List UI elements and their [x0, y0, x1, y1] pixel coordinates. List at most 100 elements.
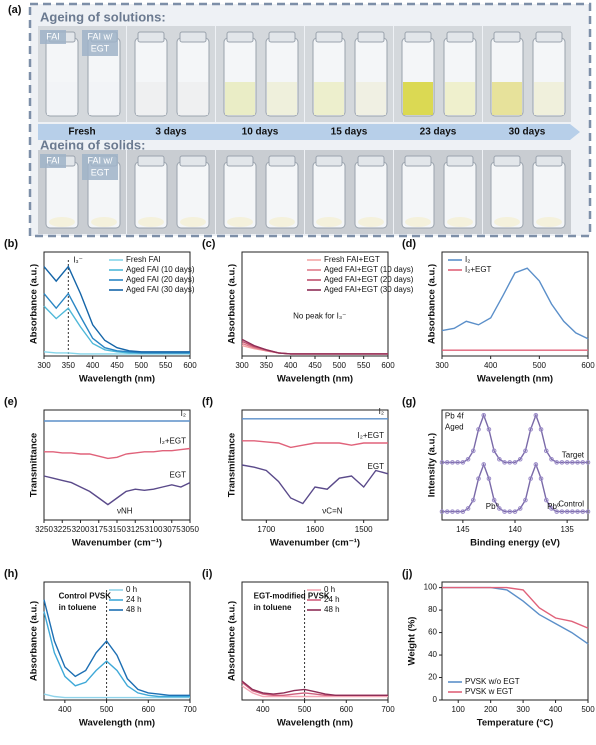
data-point	[460, 509, 466, 514]
x-axis-label: Temperature (°C)	[477, 718, 553, 729]
solid	[180, 217, 206, 227]
annotation: EGT-modified PVSK	[254, 591, 330, 600]
vial-tag	[40, 154, 66, 168]
y-axis-label: Absorbance (a.u.)	[29, 264, 40, 344]
stage-label: 23 days	[420, 127, 457, 138]
data-point	[481, 462, 487, 467]
vial-cap	[226, 31, 254, 43]
data-point	[476, 427, 481, 432]
x-tick-label: 3250	[35, 525, 53, 534]
plot-frame	[441, 581, 589, 701]
data-point	[512, 509, 518, 514]
series-line	[43, 351, 190, 355]
vial-cap	[446, 31, 474, 43]
data-point	[470, 448, 476, 454]
x-axis-label: Wavenumber (cm⁻¹)	[270, 538, 360, 549]
x-tick-label: 3150	[108, 525, 126, 534]
legend-label: 0 h	[324, 585, 335, 594]
legend-label: Fresh FAI	[126, 255, 161, 264]
x-tick-label: 1500	[355, 525, 373, 534]
solid	[405, 217, 431, 227]
panel-label: (j)	[402, 568, 413, 580]
data-point	[450, 509, 455, 514]
y-axis-label: Absorbance (a.u.)	[227, 601, 238, 681]
solid	[91, 217, 117, 227]
solids-title: Ageing of solids:	[40, 137, 145, 152]
x-tick-label: 400	[256, 705, 270, 714]
liquid	[47, 82, 77, 115]
stage-label: 30 days	[509, 127, 546, 138]
y-tick-label: 0	[433, 695, 438, 704]
data-point	[523, 448, 528, 454]
x-tick-label: 140	[508, 525, 522, 534]
x-tick-label: 550	[159, 361, 173, 370]
vial-cap	[535, 31, 563, 43]
data-point	[559, 509, 565, 514]
x-axis-label: Wavenumber (cm⁻¹)	[72, 538, 162, 549]
x-tick-label: 700	[183, 705, 197, 714]
series-label: Target	[562, 450, 585, 459]
x-axis-label: Wavelength (nm)	[477, 374, 553, 385]
panel-label: (i)	[202, 568, 213, 580]
vial-cap	[179, 155, 207, 167]
x-tick-label: 600	[340, 705, 354, 714]
data-point	[585, 460, 591, 465]
series-label: I₂	[379, 407, 384, 416]
y-axis-label: Intensity (a.u.)	[427, 433, 438, 497]
vial-cap	[137, 155, 165, 167]
solid	[494, 217, 520, 227]
solutions-title: Ageing of solutions:	[40, 9, 166, 24]
series-label: Control	[558, 500, 584, 509]
plot-frame	[241, 581, 389, 701]
solid	[138, 217, 164, 227]
x-tick-label: 300	[37, 361, 51, 370]
vial-cap	[357, 31, 385, 43]
data-point	[528, 427, 533, 432]
data-point	[570, 460, 575, 465]
x-tick-label: 1600	[306, 525, 324, 534]
data-point	[564, 460, 570, 465]
vial-cap	[535, 155, 563, 167]
series-line	[442, 586, 589, 645]
stage-label: 10 days	[242, 127, 279, 138]
data-point	[517, 456, 523, 462]
vial-cap	[404, 31, 432, 43]
data-point	[559, 460, 565, 465]
chart: (h) Wavelength (nm) Absorbance (a.u.) 400 50…	[4, 568, 197, 729]
panel-label: (a)	[8, 4, 22, 16]
data-point	[512, 460, 518, 465]
liquid	[136, 82, 166, 115]
x-tick-label: 400	[86, 361, 100, 370]
vial-cap	[268, 155, 296, 167]
annotation: Control PVSK	[59, 591, 112, 600]
vial-cap	[268, 31, 296, 43]
series-line	[241, 340, 388, 355]
y-axis-label: Absorbance (a.u.)	[29, 601, 40, 681]
data-point	[528, 476, 533, 481]
legend-label: PVSK w/o EGT	[465, 677, 520, 686]
x-tick-label: 600	[581, 361, 595, 370]
series-line	[43, 265, 190, 353]
series-line	[44, 447, 191, 460]
series-label: I₂+EGT	[160, 437, 187, 446]
data-point	[570, 509, 575, 514]
vial-cap	[315, 155, 343, 167]
vial-cap	[404, 155, 432, 167]
stage-label: 3 days	[155, 127, 187, 138]
data-point	[502, 509, 507, 514]
vial-tag	[82, 30, 118, 56]
data-point	[564, 509, 570, 514]
y-axis-label: Weight (%)	[407, 617, 418, 666]
x-tick-label: 1700	[257, 525, 275, 534]
x-tick-label: 3175	[90, 525, 108, 534]
annotation: νC=N	[322, 506, 342, 515]
chart: (d) Wavelength (nm) Absorbance (a.u.) 300 40…	[402, 238, 595, 385]
data-point	[543, 448, 549, 454]
x-tick-label: 135	[560, 525, 574, 534]
y-tick-label: 20	[428, 673, 437, 682]
legend-label: Aged FAI+EGT (30 days)	[324, 285, 414, 294]
x-tick-label: 145	[456, 525, 470, 534]
series-line	[442, 586, 589, 629]
data-point	[538, 476, 544, 481]
